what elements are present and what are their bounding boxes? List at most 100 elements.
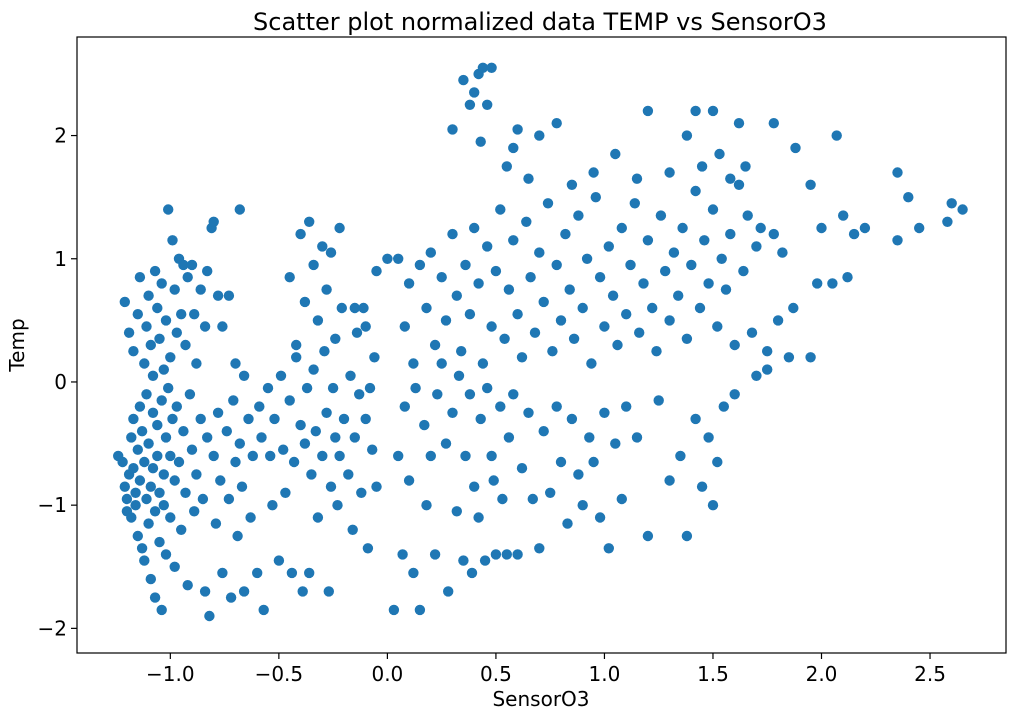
scatter-point xyxy=(718,401,729,412)
scatter-point xyxy=(295,228,306,240)
scatter-point xyxy=(278,444,289,455)
scatter-point xyxy=(334,222,345,234)
scatter-point xyxy=(336,302,347,314)
scatter-point xyxy=(642,235,654,246)
scatter-point xyxy=(607,290,619,301)
scatter-point xyxy=(892,167,903,178)
scatter-point xyxy=(343,469,354,480)
scatter-point xyxy=(751,370,762,381)
scatter-point xyxy=(577,302,588,314)
scatter-point xyxy=(208,450,219,462)
scatter-point xyxy=(516,463,528,474)
scatter-point xyxy=(599,321,610,332)
scatter-point xyxy=(477,358,489,369)
scatter-point xyxy=(171,327,182,338)
scatter-point xyxy=(191,469,202,480)
x-axis-title: SensorO3 xyxy=(492,687,589,711)
scatter-point xyxy=(805,352,816,363)
scatter-point xyxy=(399,401,410,412)
scatter-point xyxy=(501,549,512,560)
scatter-point xyxy=(838,210,849,221)
scatter-point xyxy=(132,530,143,542)
scatter-point xyxy=(486,62,497,73)
scatter-point xyxy=(245,512,256,523)
scatter-point xyxy=(134,401,146,412)
scatter-point xyxy=(154,487,165,498)
scatter-point xyxy=(842,272,853,283)
scatter-point xyxy=(202,265,213,277)
scatter-point xyxy=(827,278,838,289)
scatter-point xyxy=(603,241,614,252)
scatter-point xyxy=(284,395,295,406)
scatter-point xyxy=(482,241,493,252)
scatter-point xyxy=(265,450,276,462)
scatter-point xyxy=(160,549,172,560)
scatter-point xyxy=(195,284,206,295)
scatter-point xyxy=(232,530,243,542)
scatter-point xyxy=(217,321,228,332)
scatter-point xyxy=(425,450,436,462)
scatter-point xyxy=(447,407,458,418)
scatter-point xyxy=(443,586,454,597)
scatter-point xyxy=(156,395,167,406)
scatter-point xyxy=(130,487,141,498)
scatter-point xyxy=(360,321,371,332)
scatter-point xyxy=(664,315,675,326)
data-points xyxy=(113,62,968,622)
scatter-point xyxy=(547,346,558,357)
scatter-point xyxy=(660,265,671,277)
scatter-point xyxy=(267,500,278,511)
scatter-point xyxy=(440,438,452,449)
scatter-point xyxy=(712,321,723,332)
scatter-point xyxy=(147,463,159,474)
scatter-point xyxy=(486,321,497,332)
scatter-point xyxy=(182,272,193,283)
scatter-point xyxy=(258,604,269,616)
scatter-point xyxy=(523,173,534,184)
scatter-point xyxy=(664,167,675,178)
scatter-point xyxy=(584,432,595,443)
scatter-point xyxy=(590,192,601,203)
scatter-point xyxy=(349,432,360,443)
scatter-point xyxy=(169,561,180,572)
scatter-point xyxy=(534,130,545,141)
scatter-point xyxy=(167,235,178,246)
scatter-point xyxy=(629,198,640,209)
scatter-point xyxy=(447,228,458,240)
scatter-point xyxy=(169,284,180,295)
scatter-point xyxy=(621,401,632,412)
scatter-point xyxy=(299,296,311,308)
scatter-point xyxy=(319,346,330,357)
scatter-point xyxy=(527,493,538,505)
scatter-point xyxy=(460,450,471,462)
scatter-point xyxy=(215,475,226,486)
scatter-point xyxy=(577,500,588,511)
x-tick-label: 1.0 xyxy=(589,662,621,686)
scatter-point xyxy=(223,290,235,301)
scatter-point xyxy=(171,401,182,412)
y-tick-label: −1 xyxy=(38,493,67,517)
scatter-point xyxy=(690,105,701,117)
scatter-point xyxy=(256,432,267,443)
scatter-point xyxy=(712,456,723,468)
scatter-point xyxy=(371,265,382,277)
scatter-point xyxy=(327,382,339,394)
scatter-point xyxy=(149,506,161,517)
y-tick-label: −2 xyxy=(38,616,67,640)
scatter-point xyxy=(440,315,452,326)
scatter-point xyxy=(458,555,469,566)
scatter-point xyxy=(254,401,265,412)
scatter-point xyxy=(675,450,686,462)
scatter-point xyxy=(221,426,232,437)
scatter-point xyxy=(655,210,667,221)
scatter-point xyxy=(165,352,176,363)
scatter-point xyxy=(534,247,545,258)
scatter-point xyxy=(555,315,567,326)
scatter-point xyxy=(525,272,536,283)
scatter-point xyxy=(356,487,367,498)
scatter-point xyxy=(486,450,497,462)
scatter-point xyxy=(163,204,174,215)
scatter-point xyxy=(145,339,156,351)
scatter-point xyxy=(399,321,410,332)
scatter-point xyxy=(594,272,606,283)
